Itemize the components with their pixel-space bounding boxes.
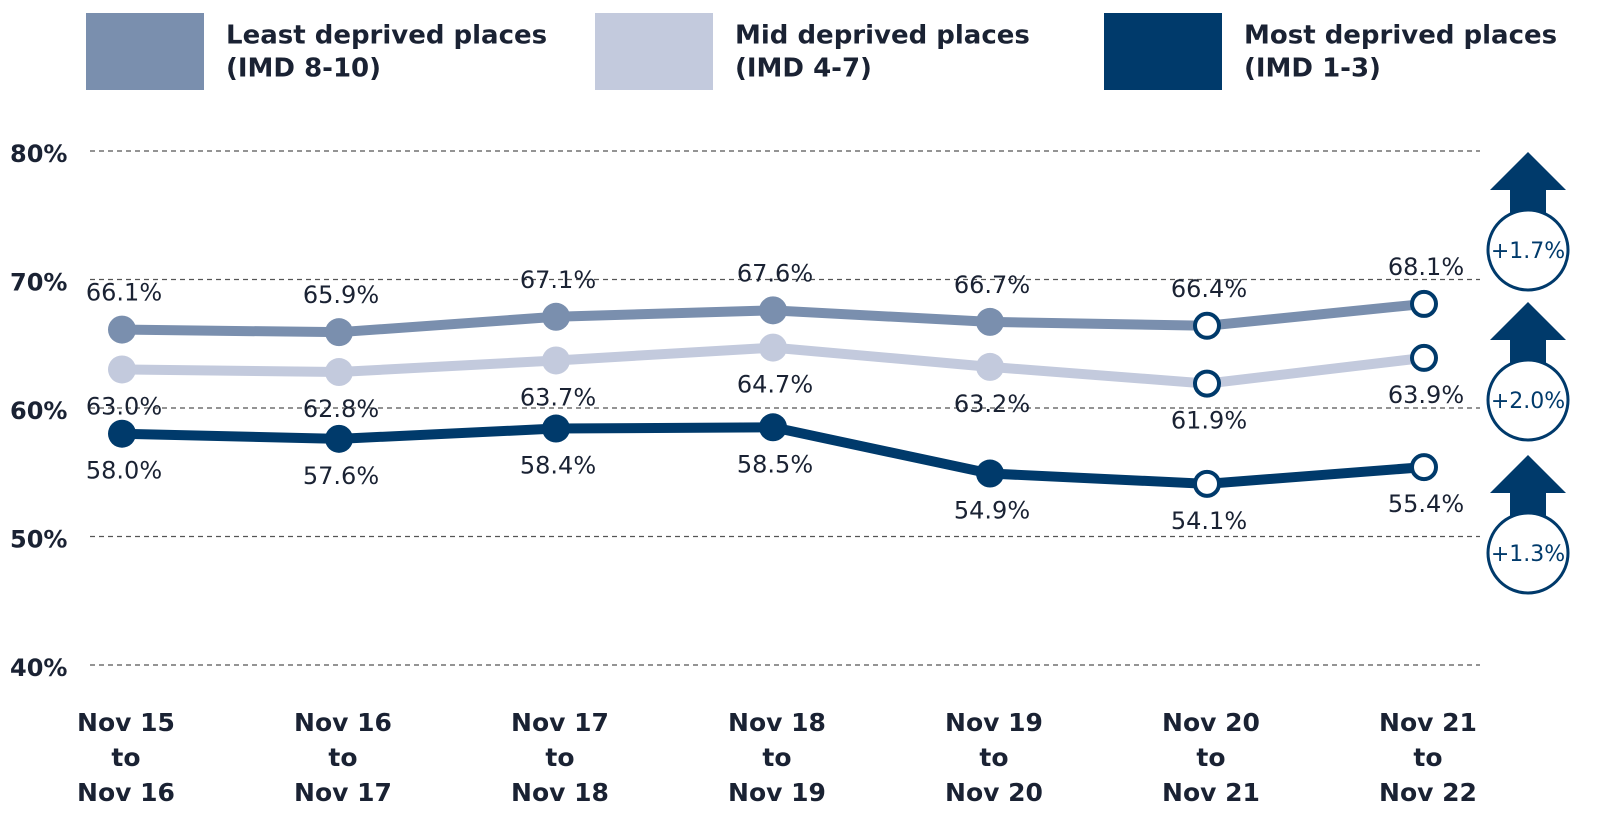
data-label: 54.1% <box>1171 507 1247 535</box>
data-label: 63.7% <box>520 383 596 411</box>
change-badge <box>1486 208 1570 292</box>
data-label: 57.6% <box>303 462 379 490</box>
marker <box>542 346 570 375</box>
marker <box>976 352 1004 381</box>
marker <box>325 318 353 347</box>
marker <box>1193 369 1221 398</box>
x-tick-label: Nov 19 <box>945 708 1043 737</box>
x-tick-label: Nov 20 <box>945 778 1043 807</box>
data-label: 65.9% <box>303 281 379 309</box>
marker <box>108 315 136 344</box>
change-label: +1.7% <box>1491 239 1565 264</box>
data-label: 67.6% <box>737 259 813 287</box>
data-label: 55.4% <box>1388 490 1464 518</box>
marker <box>1410 343 1438 372</box>
x-tick-label: Nov 17 <box>294 778 392 807</box>
data-label: 64.7% <box>737 371 813 399</box>
marker <box>108 355 136 384</box>
y-tick-label: 80% <box>10 140 67 168</box>
legend-label: Mid deprived places <box>735 21 1030 51</box>
legend-swatch <box>1104 13 1222 90</box>
data-label: 63.0% <box>86 392 162 420</box>
arrow <box>1490 152 1566 220</box>
x-tick-label: Nov 18 <box>511 778 609 807</box>
legend-label: (IMD 8-10) <box>226 54 381 84</box>
marker <box>1193 311 1221 340</box>
x-tick-label: to <box>1196 743 1225 772</box>
marker <box>108 419 136 448</box>
marker <box>325 358 353 387</box>
data-label: 58.4% <box>520 452 596 480</box>
legend-label: (IMD 1-3) <box>1244 54 1381 84</box>
marker <box>1410 453 1438 482</box>
data-label: 54.9% <box>954 497 1030 525</box>
data-label: 66.4% <box>1171 275 1247 303</box>
data-label: 66.1% <box>86 279 162 307</box>
marker <box>976 307 1004 336</box>
arrow <box>1490 302 1566 370</box>
x-tick-label: Nov 21 <box>1162 778 1260 807</box>
x-tick-label: Nov 22 <box>1379 778 1477 807</box>
marker <box>325 424 353 453</box>
data-label: 63.9% <box>1388 381 1464 409</box>
marker <box>759 296 787 325</box>
x-tick-label: Nov 16 <box>77 778 175 807</box>
legend-label: (IMD 4-7) <box>735 54 872 84</box>
data-label: 61.9% <box>1171 407 1247 435</box>
x-tick-label: to <box>1413 743 1442 772</box>
data-label: 58.5% <box>737 450 813 478</box>
legend-swatch <box>86 13 204 90</box>
legend-swatch <box>595 13 713 90</box>
marker <box>1193 469 1221 498</box>
change-badge <box>1486 358 1570 442</box>
data-label: 68.1% <box>1388 253 1464 281</box>
x-tick-label: to <box>545 743 574 772</box>
marker <box>542 414 570 443</box>
data-label: 58.0% <box>86 457 162 485</box>
x-tick-label: Nov 20 <box>1162 708 1260 737</box>
x-tick-label: to <box>111 743 140 772</box>
change-label: +1.3% <box>1491 542 1565 567</box>
x-tick-label: to <box>328 743 357 772</box>
marker <box>1410 289 1438 318</box>
data-label: 62.8% <box>303 395 379 423</box>
y-tick-label: 40% <box>10 654 67 682</box>
data-label: 63.2% <box>954 390 1030 418</box>
marker <box>759 333 787 362</box>
x-tick-label: to <box>979 743 1008 772</box>
x-tick-label: Nov 17 <box>511 708 609 737</box>
y-tick-label: 60% <box>10 397 67 425</box>
arrow <box>1490 455 1566 523</box>
legend-label: Most deprived places <box>1244 21 1557 51</box>
marker <box>976 459 1004 488</box>
marker <box>759 413 787 442</box>
y-tick-label: 70% <box>10 269 67 297</box>
marker <box>542 302 570 331</box>
x-tick-label: Nov 19 <box>728 778 826 807</box>
x-tick-label: to <box>762 743 791 772</box>
x-tick-label: Nov 15 <box>77 708 175 737</box>
data-label: 67.1% <box>520 266 596 294</box>
y-tick-label: 50% <box>10 526 67 554</box>
change-badge <box>1486 511 1570 595</box>
x-tick-label: Nov 18 <box>728 708 826 737</box>
x-tick-label: Nov 16 <box>294 708 392 737</box>
change-label: +2.0% <box>1491 389 1565 414</box>
legend-label: Least deprived places <box>226 21 547 51</box>
data-label: 66.7% <box>954 271 1030 299</box>
x-tick-label: Nov 21 <box>1379 708 1477 737</box>
